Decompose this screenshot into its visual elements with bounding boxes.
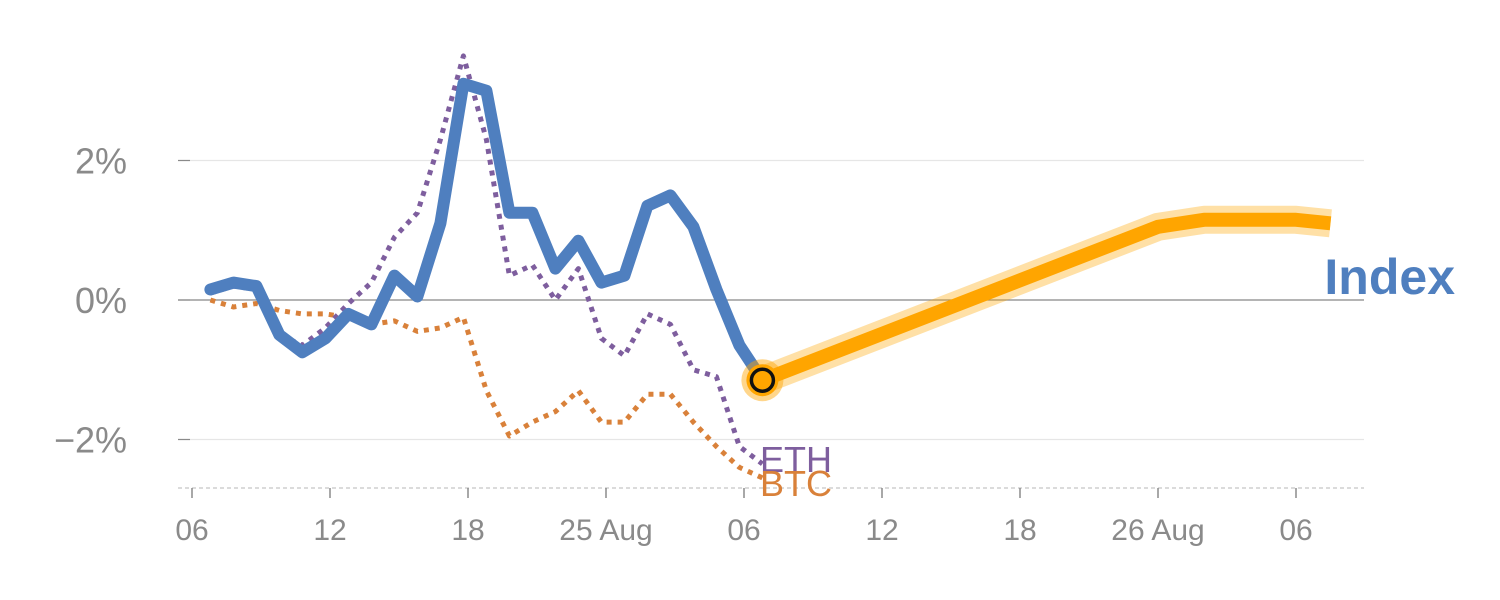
x-tick-label: 18 xyxy=(451,514,484,547)
y-tick-label: −2% xyxy=(54,420,127,461)
label-layer: Index ETH BTC xyxy=(760,249,1455,504)
x-tick-label: 06 xyxy=(175,514,208,547)
axis-layer: 2% 0% −2% 06 12 18 25 Aug 06 12 18 26 Aug 06 xyxy=(54,141,1364,547)
x-tick-label: 18 xyxy=(1003,514,1036,547)
series-label-eth: ETH xyxy=(760,439,832,480)
x-tick-label: 12 xyxy=(313,514,346,547)
series-label-index: Index xyxy=(1324,249,1455,305)
series-line-index xyxy=(204,77,769,387)
x-tick-label: 06 xyxy=(727,514,760,547)
series-label-btc: BTC xyxy=(760,463,832,504)
series-line-btc xyxy=(209,297,764,481)
series-layer xyxy=(204,53,1332,481)
x-tick-label: 25 Aug xyxy=(559,514,652,547)
grid-layer xyxy=(178,159,1364,441)
x-tick-label: 12 xyxy=(865,514,898,547)
forecast-line xyxy=(759,212,1332,387)
x-tick-label: 06 xyxy=(1279,514,1312,547)
current-point-marker xyxy=(749,367,776,393)
y-tick-label: 0% xyxy=(75,280,127,321)
y-tick-label: 2% xyxy=(75,141,127,182)
x-tick-label: 26 Aug xyxy=(1111,514,1204,547)
